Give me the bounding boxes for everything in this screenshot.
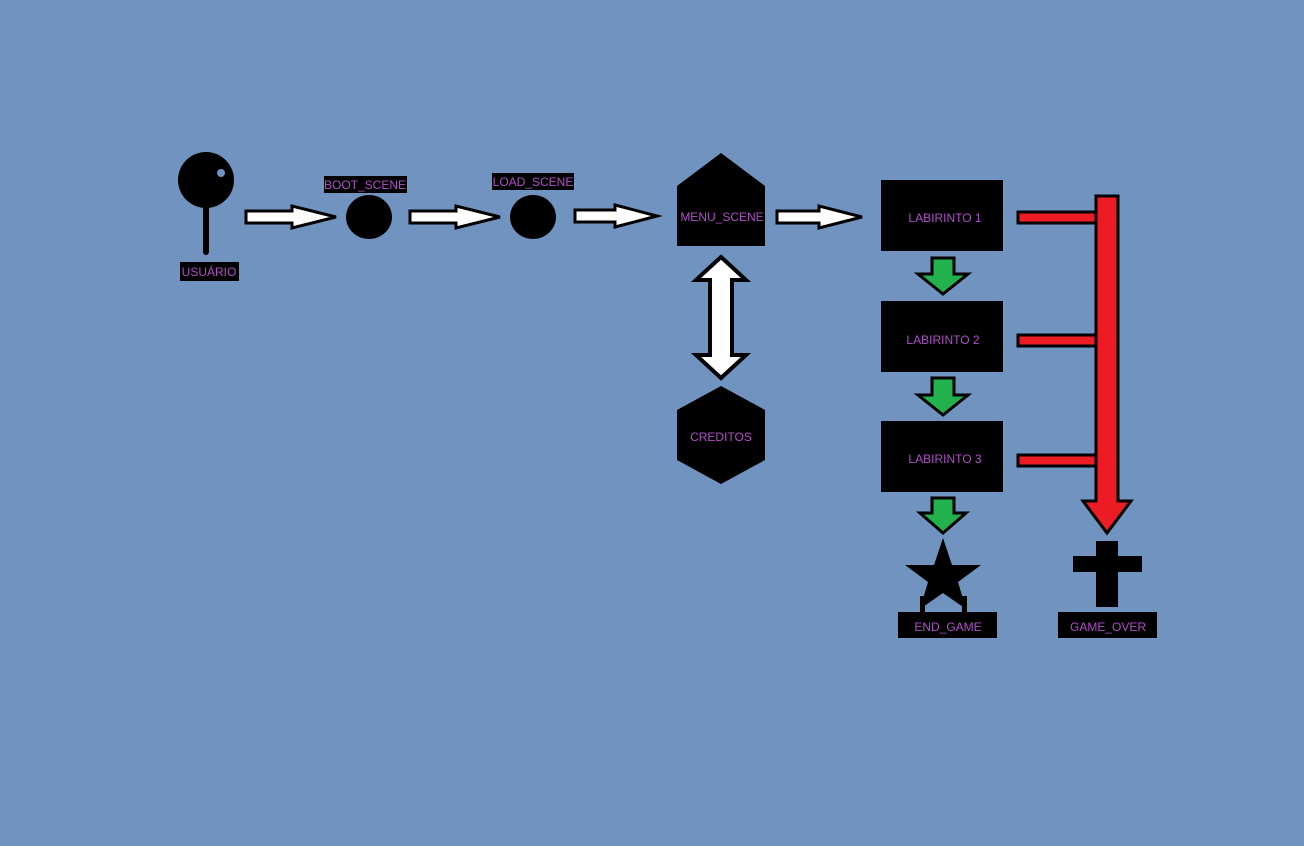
load-label: LOAD_SCENE	[493, 175, 574, 189]
user-label-box	[180, 262, 239, 281]
gameover-node: GAME_OVER	[1058, 541, 1157, 638]
level2-node: LABIRINTO 2	[881, 301, 1003, 372]
fail-arrows	[1016, 194, 1134, 536]
hexagon-icon	[677, 386, 765, 484]
star-leg-right	[962, 596, 967, 613]
level2-box	[881, 301, 1003, 372]
level3-box	[881, 421, 1003, 492]
arrow-user-to-boot	[244, 204, 337, 230]
user-node: USUÁRIO	[178, 152, 239, 281]
cross-bar	[1073, 556, 1142, 572]
pentagon-icon	[677, 153, 765, 246]
load-label-box	[492, 173, 574, 190]
gameover-label-box	[1058, 612, 1157, 638]
level3-node: LABIRINTO 3	[881, 421, 1003, 492]
arrow-boot-to-load	[408, 204, 501, 230]
arrow-to-gameover	[1080, 194, 1134, 536]
level1-box	[881, 180, 1003, 251]
star-icon	[905, 538, 981, 609]
circle-icon	[346, 195, 392, 239]
arrow-level3-to-end	[915, 496, 971, 535]
boot-node: BOOT_SCENE	[324, 176, 407, 239]
fail-branch-level3	[1016, 453, 1104, 468]
arrow-level2-to-level3	[913, 376, 973, 417]
pin-icon	[178, 152, 234, 208]
circle-icon	[510, 195, 556, 239]
end-label-box	[898, 612, 997, 638]
boot-label-box	[324, 176, 407, 193]
level1-label: LABIRINTO 1	[908, 211, 981, 225]
arrow-menu-to-level1	[775, 204, 863, 230]
fail-branch-level2	[1016, 333, 1104, 348]
level3-label: LABIRINTO 3	[908, 452, 981, 466]
fail-branch-level1	[1016, 210, 1104, 225]
level1-node: LABIRINTO 1	[881, 180, 1003, 251]
load-node: LOAD_SCENE	[492, 173, 574, 239]
user-label: USUÁRIO	[182, 264, 237, 279]
arrow-level1-to-level2	[913, 256, 973, 296]
arrow-menu-credits	[690, 254, 752, 381]
flow-arrows	[244, 203, 863, 230]
boot-label: BOOT_SCENE	[324, 178, 406, 192]
level2-label: LABIRINTO 2	[906, 333, 979, 347]
menu-label: MENU_SCENE	[680, 210, 763, 224]
arrow-load-to-menu	[573, 203, 663, 229]
level-arrows	[913, 256, 973, 535]
menu-node: MENU_SCENE	[677, 153, 765, 246]
cross-icon	[1096, 541, 1118, 607]
end-node: END_GAME	[898, 538, 997, 638]
gameover-label: GAME_OVER	[1070, 620, 1146, 634]
credits-node: CREDITOS	[677, 386, 765, 484]
pin-highlight	[217, 169, 225, 177]
star-leg-left	[920, 596, 925, 613]
end-label: END_GAME	[914, 620, 981, 634]
credits-label: CREDITOS	[690, 430, 752, 444]
